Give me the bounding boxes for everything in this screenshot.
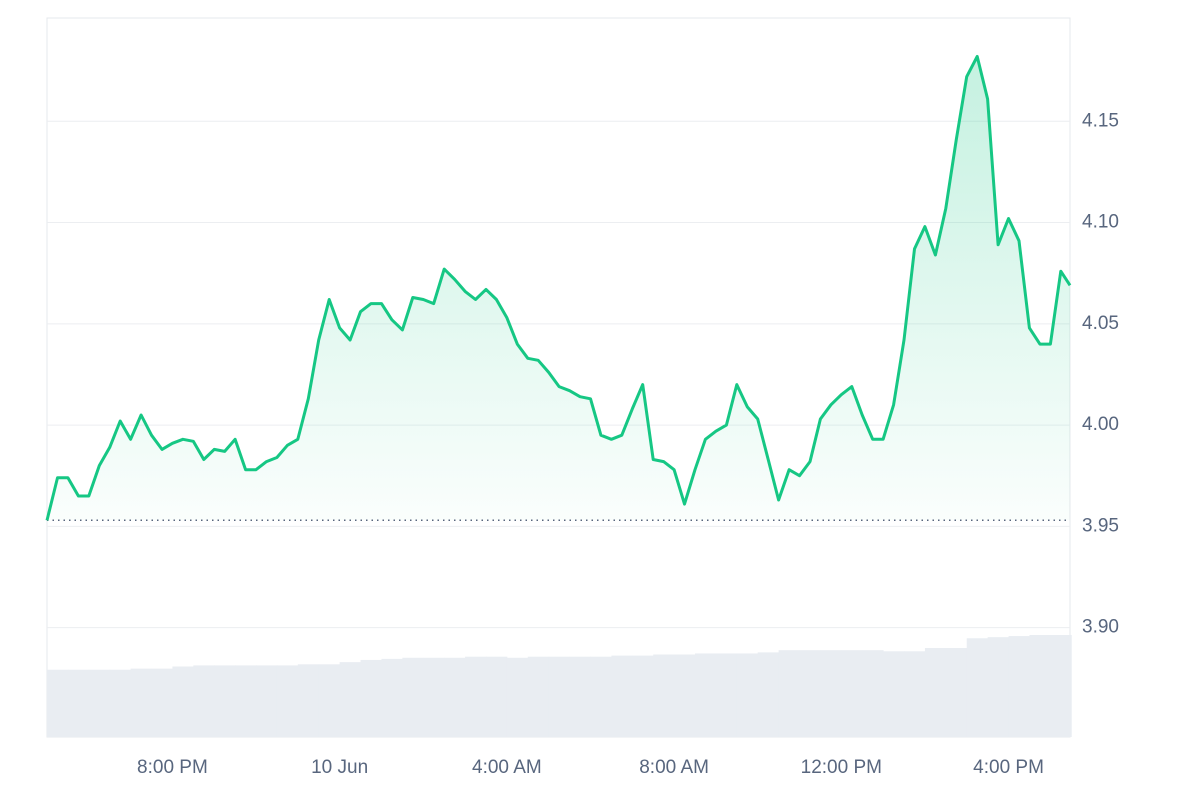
volume-bar [548,656,571,737]
volume-bar [1008,636,1030,737]
volume-bar [883,651,905,737]
volume-bar [757,652,780,737]
volume-bar [214,665,236,737]
volume-bar [276,665,299,737]
volume-bar [381,658,403,737]
volume-bar [1050,635,1072,737]
y-tick-label: 4.00 [1082,414,1119,435]
area-fill [47,56,1070,521]
volume-bar [527,656,550,737]
volume-bar [109,669,132,737]
volume-bar [318,664,341,737]
volume-bar [569,656,591,737]
volume-bar [694,653,717,737]
x-tick-label: 8:00 PM [137,757,208,778]
volume-bar [611,655,633,737]
volume-bar [945,648,968,737]
price-line [45,55,1072,521]
volume-bar [444,657,466,737]
volume-bar [67,669,90,737]
volume-bar [904,651,926,737]
volume-bar [423,657,445,737]
volume-bar [47,669,69,737]
y-tick-label: 4.10 [1082,212,1119,233]
volume-bar [485,656,508,737]
volume-bar [235,665,257,737]
volume-bar [172,666,194,737]
volume-bar [862,650,884,737]
volume-bar [799,650,821,737]
volume-bar [987,637,1010,737]
volume-bar [674,654,696,737]
x-tick-label: 8:00 AM [639,757,709,778]
volume-bar [339,662,362,737]
volume-bar [966,638,989,737]
y-tick-label: 3.95 [1082,515,1119,536]
volume-bar [924,648,947,737]
volume-bar [778,650,800,737]
volume-bar [256,665,278,737]
volume-bar [632,655,654,737]
x-tick-label: 4:00 PM [973,757,1044,778]
volume-bar [130,668,152,737]
volume-bar [360,659,382,737]
y-tick-label: 4.05 [1082,313,1119,334]
volume-bar [402,657,424,737]
x-tick-label: 10 Jun [311,757,368,778]
volume-bar [151,668,173,737]
volume-bar [590,656,612,737]
volume-bar [506,657,529,737]
volume-bar [715,653,738,737]
volume-bar [736,653,759,737]
x-tick-label: 12:00 PM [801,757,882,778]
volume-bar [653,654,675,737]
volume-bar [88,669,111,737]
volume-bar [1029,635,1051,737]
y-tick-label: 3.90 [1082,617,1119,638]
volume-bar [297,664,320,737]
x-tick-label: 4:00 AM [472,757,542,778]
volume-bar [193,665,215,737]
volume-bar [820,650,842,737]
volume-bar [841,650,863,737]
volume-bar [465,656,487,737]
y-tick-label: 4.15 [1082,110,1119,131]
